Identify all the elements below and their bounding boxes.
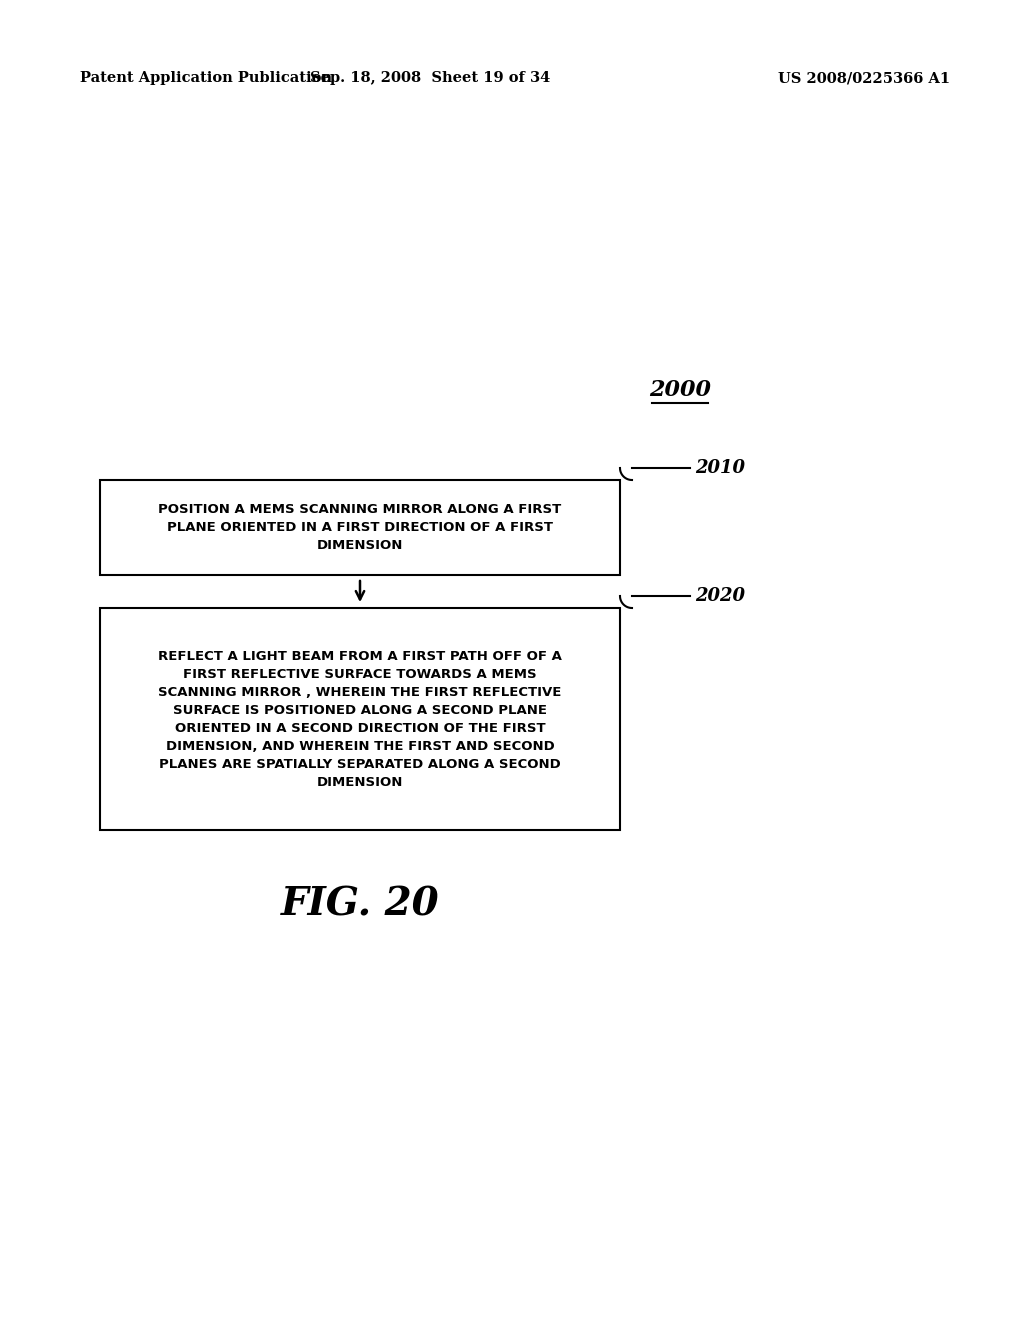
Bar: [100, 480, 620, 576]
Text: Sep. 18, 2008  Sheet 19 of 34: Sep. 18, 2008 Sheet 19 of 34: [310, 71, 550, 84]
Text: POSITION A MEMS SCANNING MIRROR ALONG A FIRST
PLANE ORIENTED IN A FIRST DIRECTIO: POSITION A MEMS SCANNING MIRROR ALONG A …: [159, 503, 561, 552]
Bar: [100, 609, 620, 830]
Text: REFLECT A LIGHT BEAM FROM A FIRST PATH OFF OF A
FIRST REFLECTIVE SURFACE TOWARDS: REFLECT A LIGHT BEAM FROM A FIRST PATH O…: [158, 649, 562, 788]
Text: 2000: 2000: [649, 379, 711, 401]
Text: FIG. 20: FIG. 20: [281, 884, 439, 923]
Text: 2020: 2020: [695, 587, 745, 605]
Text: US 2008/0225366 A1: US 2008/0225366 A1: [778, 71, 950, 84]
Text: Patent Application Publication: Patent Application Publication: [80, 71, 332, 84]
Text: 2010: 2010: [695, 459, 745, 477]
